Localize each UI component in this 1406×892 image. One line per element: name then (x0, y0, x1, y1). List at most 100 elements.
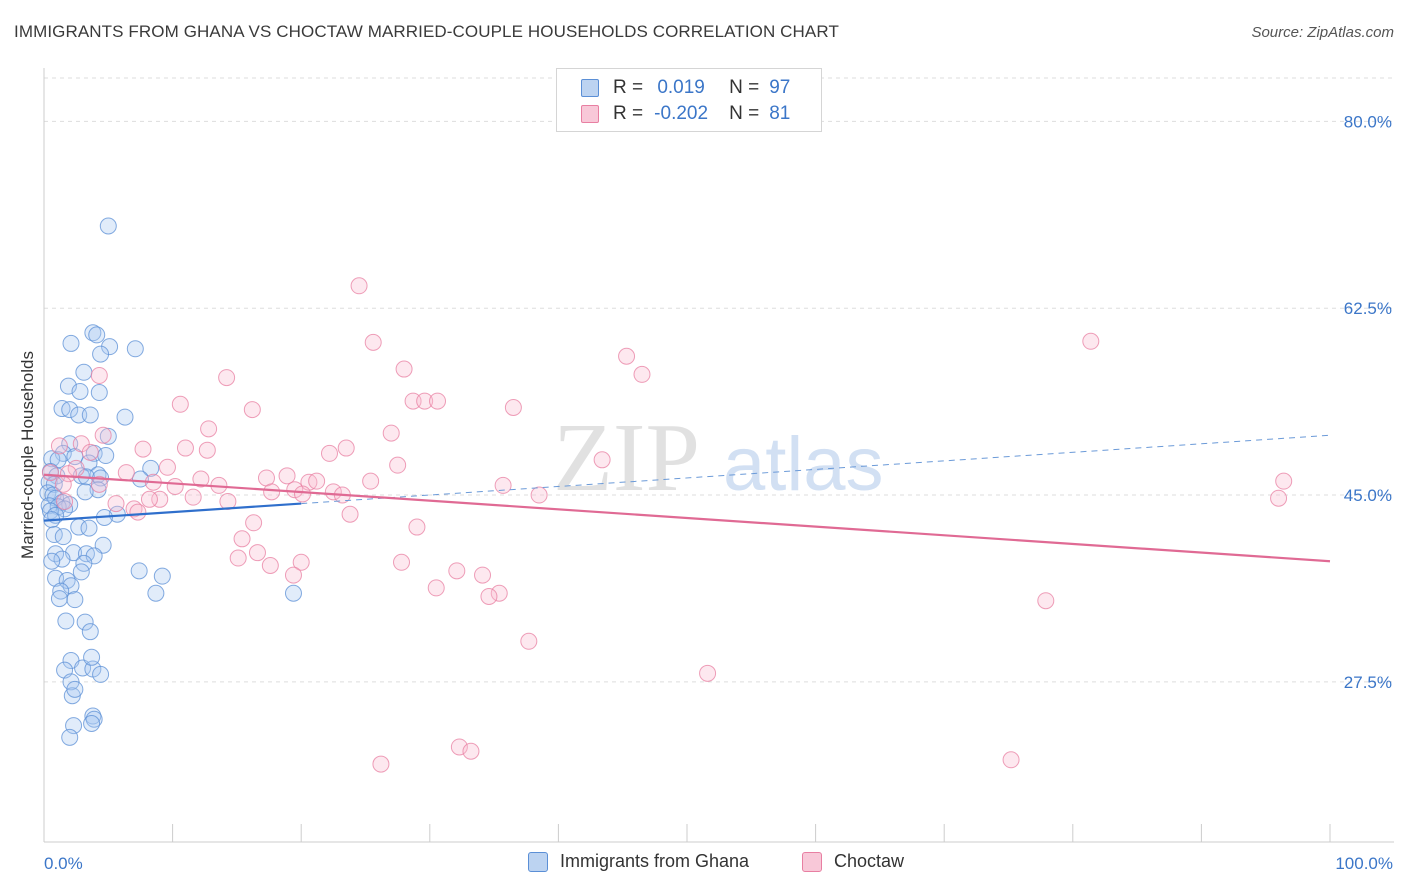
n-label: N = (729, 77, 760, 98)
ghana-point (61, 435, 79, 453)
choctaw-point (427, 579, 445, 597)
choctaw-trend-line (43, 473, 1331, 563)
choctaw-swatch (581, 105, 599, 123)
choctaw-point (90, 366, 108, 384)
ghana-point (99, 427, 117, 445)
ghana-trend-line (43, 502, 302, 522)
choctaw-point (278, 467, 296, 485)
ghana-point (61, 401, 79, 419)
ghana-point (142, 459, 160, 477)
ghana-point (57, 612, 75, 630)
ghana-point (54, 528, 72, 546)
stats-legend: R = 0.019 N = 97 R = -0.202 N = 81 (556, 68, 822, 132)
y-tick-label: 80.0% (1344, 112, 1392, 131)
choctaw-point (134, 440, 152, 458)
ghana-point (66, 680, 84, 698)
ghana-point (61, 728, 79, 746)
ghana-point (56, 500, 74, 518)
choctaw-point (293, 485, 311, 503)
ghana-point (53, 550, 71, 568)
ghana-point (89, 481, 107, 499)
ghana-point (130, 562, 148, 580)
ghana-point (76, 483, 94, 501)
ghana-point (76, 613, 94, 631)
choctaw-point (56, 492, 74, 510)
choctaw-point (248, 544, 266, 562)
ghana-point (66, 591, 84, 609)
ghana-point (83, 648, 101, 666)
ghana-point (80, 519, 98, 537)
choctaw-point (243, 401, 261, 419)
ghana-point (88, 326, 106, 344)
choctaw-point (494, 476, 512, 494)
legend-item-choctaw[interactable]: Choctaw (802, 851, 904, 872)
source-label: Source: ZipAtlas.com (1251, 24, 1394, 41)
choctaw-point (320, 444, 338, 462)
choctaw-point (171, 395, 189, 413)
ghana-point (131, 470, 149, 488)
choctaw-point (699, 664, 717, 682)
ghana-point (62, 577, 80, 595)
ghana-point (90, 384, 108, 402)
n-value: 81 (769, 103, 791, 124)
ghana-point (153, 567, 171, 585)
ghana-point (71, 382, 89, 400)
ghana-point (83, 714, 101, 732)
choctaw-point (337, 439, 355, 457)
ghana-point (80, 454, 98, 472)
choctaw-point (41, 464, 59, 482)
ghana-point (126, 340, 144, 358)
choctaw-point (1002, 751, 1020, 769)
choctaw-point (341, 505, 359, 523)
ghana-point (81, 623, 99, 641)
choctaw-point (362, 472, 380, 490)
choctaw-point (286, 481, 304, 499)
legend-label-ghana: Immigrants from Ghana (560, 851, 750, 871)
choctaw-point (263, 483, 281, 501)
choctaw-point (233, 530, 251, 548)
ghana-point (43, 450, 61, 468)
y-tick-label: 62.5% (1344, 299, 1392, 318)
y-axis-label: Married-couple Households (18, 351, 37, 559)
ghana-point (62, 334, 80, 352)
choctaw-point (198, 441, 216, 459)
r-label: R = (613, 103, 644, 124)
axes (43, 68, 1394, 843)
choctaw-point (324, 483, 342, 501)
trend-lines (43, 434, 1331, 563)
legend-item-ghana[interactable]: Immigrants from Ghana (528, 851, 749, 872)
choctaw-point (593, 451, 611, 469)
y-tick-label: 27.5% (1344, 673, 1392, 692)
choctaw-point (408, 518, 426, 536)
choctaw-point (1270, 489, 1288, 507)
watermark-atlas: atlas (723, 422, 884, 507)
choctaw-point (229, 549, 247, 567)
ghana-point (72, 563, 90, 581)
ghana-legend-swatch (528, 851, 548, 872)
choctaw-point (284, 566, 302, 584)
choctaw-point (1275, 472, 1293, 490)
watermark: ZIP atlas (553, 404, 884, 512)
choctaw-point (389, 456, 407, 474)
choctaw-point (54, 475, 72, 493)
choctaw-point (107, 495, 125, 513)
stats-row-ghana: R = 0.019 N = 97 (581, 77, 790, 99)
grid-lines (44, 77, 1394, 683)
choctaw-point (218, 369, 236, 387)
choctaw-point (192, 470, 210, 488)
choctaw-point (72, 435, 90, 453)
ghana-swatch (581, 79, 599, 97)
ghana-point (92, 345, 110, 363)
x-tick-label: 100.0% (1335, 854, 1393, 873)
ghana-trend-extension (301, 434, 1331, 505)
choctaw-point (372, 755, 390, 773)
y-tick-label: 45.0% (1344, 486, 1392, 505)
ghana-point (81, 406, 99, 424)
choctaw-point (395, 360, 413, 378)
choctaw-point (474, 566, 492, 584)
choctaw-point (633, 365, 651, 383)
choctaw-point (520, 632, 538, 650)
watermark-zip: ZIP (553, 404, 700, 512)
choctaw-point (350, 277, 368, 295)
choctaw-point (462, 742, 480, 760)
